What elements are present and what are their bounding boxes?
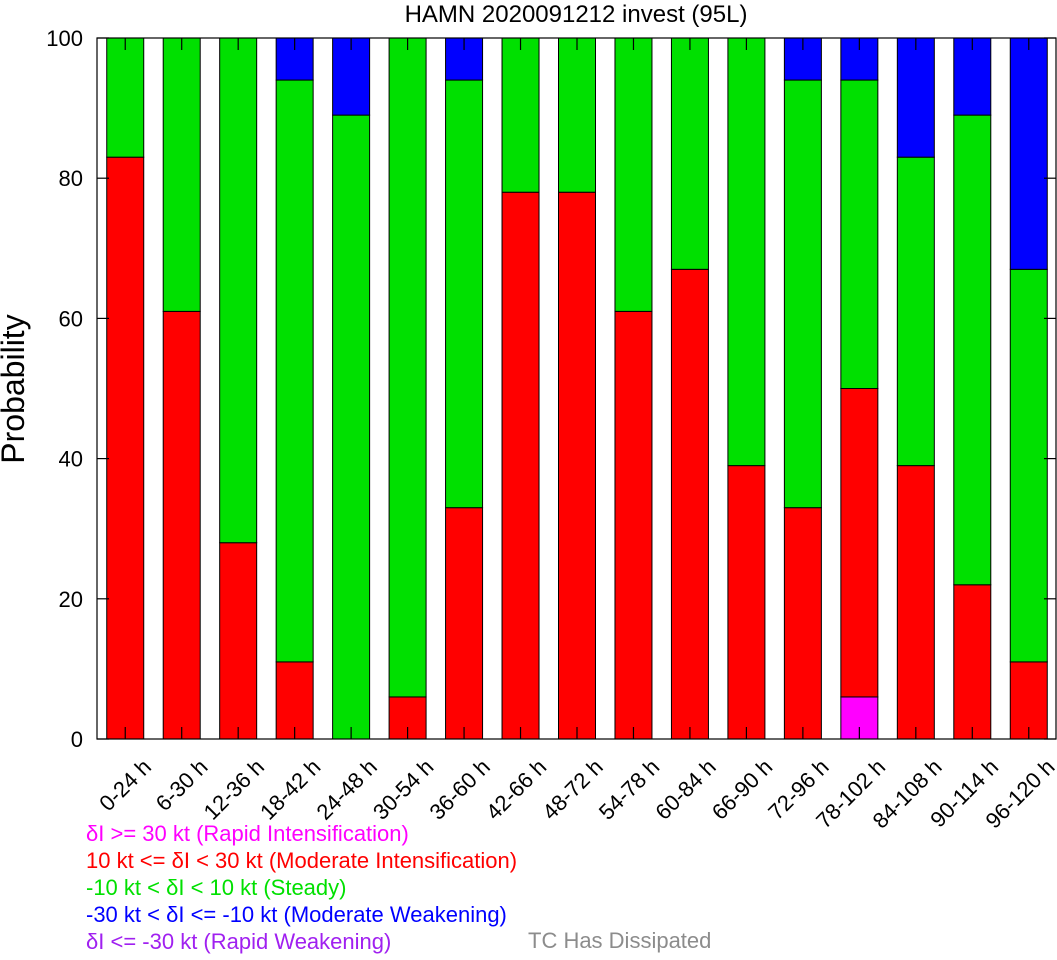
x-tick-label: 54-78 h bbox=[594, 754, 664, 824]
x-tick-label: 18-42 h bbox=[255, 754, 325, 824]
bar-96-120h-series-2 bbox=[1009, 268, 1048, 663]
bar-48-72h-series-2 bbox=[558, 37, 596, 193]
bar-84-108h-series-1 bbox=[896, 465, 935, 740]
bar-78-102h-series-1 bbox=[840, 388, 879, 698]
bar-12-36h-series-1 bbox=[219, 542, 258, 740]
bar-36-60h-series-3 bbox=[445, 37, 484, 81]
bar-66-90h-series-2 bbox=[727, 37, 766, 467]
bar-54-78h-series-2 bbox=[614, 37, 653, 312]
bar-84-108h-series-2 bbox=[896, 156, 935, 467]
x-tick-label: 12-36 h bbox=[199, 754, 269, 824]
bar-0-24h-series-2 bbox=[106, 37, 145, 158]
bar-42-66h-series-1 bbox=[501, 191, 540, 740]
y-tick-label: 100 bbox=[46, 26, 83, 51]
bar-72-96h-series-1 bbox=[783, 507, 822, 740]
bar-96-120h-series-3 bbox=[1009, 37, 1048, 270]
bar-60-84h-series-2 bbox=[670, 37, 709, 270]
bar-24-48h-series-2 bbox=[332, 114, 371, 740]
bar-60-84h-series-1 bbox=[670, 268, 709, 740]
bar-0-24h-series-1 bbox=[106, 156, 145, 740]
x-tick-label: 42-66 h bbox=[481, 754, 551, 824]
bar-42-66h-series-2 bbox=[501, 37, 540, 193]
bar-12-36h-series-2 bbox=[219, 37, 258, 544]
x-tick-label: 0-24 h bbox=[94, 754, 156, 816]
x-tick-label: 60-84 h bbox=[650, 754, 720, 824]
x-tick-label: 66-90 h bbox=[707, 754, 777, 824]
bar-48-72h-series-1 bbox=[558, 191, 596, 740]
legend-entry-tc-dissipated: TC Has Dissipated bbox=[528, 928, 712, 953]
y-tick-label: 60 bbox=[59, 306, 83, 331]
legend: δI >= 30 kt (Rapid Intensification) 10 k… bbox=[86, 820, 517, 955]
x-tick-label: 48-72 h bbox=[537, 754, 607, 824]
y-tick-label: 40 bbox=[59, 447, 83, 472]
bar-30-54h-series-2 bbox=[388, 37, 427, 698]
legend-entry-moderate-intensification: 10 kt <= δI < 30 kt (Moderate Intensific… bbox=[86, 848, 518, 873]
bar-84-108h-series-3 bbox=[896, 37, 935, 158]
bar-18-42h-series-1 bbox=[275, 661, 314, 740]
legend-entry-rapid-intensification: δI >= 30 kt (Rapid Intensification) bbox=[86, 821, 409, 846]
bar-90-114h-series-3 bbox=[953, 37, 992, 116]
y-tick-label: 80 bbox=[59, 166, 83, 191]
bar-6-30h-series-2 bbox=[162, 37, 201, 312]
x-tick-label: 24-48 h bbox=[312, 754, 382, 824]
legend-entry-moderate-weakening: -30 kt < δI <= -10 kt (Moderate Weakenin… bbox=[86, 902, 507, 927]
x-tick-label: 36-60 h bbox=[424, 754, 494, 824]
bar-54-78h-series-1 bbox=[614, 310, 653, 740]
bar-6-30h-series-1 bbox=[162, 310, 201, 740]
bar-66-90h-series-1 bbox=[727, 465, 766, 740]
y-axis-label: Probability bbox=[0, 314, 31, 463]
y-tick-label: 0 bbox=[71, 727, 83, 752]
bar-36-60h-series-2 bbox=[445, 79, 484, 509]
y-tick-label: 20 bbox=[59, 587, 83, 612]
bar-90-114h-series-1 bbox=[953, 584, 992, 740]
x-tick-label: 30-54 h bbox=[368, 754, 438, 824]
bar-18-42h-series-2 bbox=[275, 79, 314, 663]
legend-entry-steady: -10 kt < δI < 10 kt (Steady) bbox=[86, 875, 347, 900]
bar-78-102h-series-2 bbox=[840, 79, 879, 389]
legend-entry-rapid-weakening: δI <= -30 kt (Rapid Weakening) bbox=[86, 929, 392, 954]
chart-title: HAMN 2020091212 invest (95L) bbox=[405, 1, 748, 28]
bar-96-120h-series-1 bbox=[1009, 661, 1048, 740]
bar-36-60h-series-1 bbox=[445, 507, 484, 740]
bar-90-114h-series-2 bbox=[953, 114, 992, 586]
bar-72-96h-series-2 bbox=[783, 79, 822, 509]
bars-group bbox=[106, 37, 1048, 740]
